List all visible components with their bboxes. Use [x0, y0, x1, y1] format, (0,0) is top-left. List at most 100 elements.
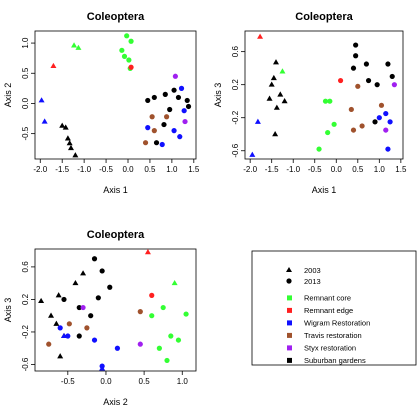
scatter-plot-axis1-axis2: Coleoptera Axis 1 Axis 2 -2.0 -1.5 -1.0 -0.… — [3, 11, 200, 195]
legend-label: 2003 — [304, 266, 321, 275]
triangle-marker-icon — [286, 267, 292, 272]
legend-label: Remnant edge — [304, 306, 353, 315]
data-point-2003 — [59, 122, 66, 128]
data-point-2003 — [80, 270, 87, 276]
x-axis-label: Axis 2 — [103, 397, 128, 407]
data-point-2013 — [137, 309, 143, 315]
data-point-2013 — [331, 121, 337, 127]
data-point-2003 — [279, 68, 286, 74]
data-point-2013 — [182, 118, 188, 125]
data-point-2003 — [249, 151, 256, 157]
data-point-2013 — [385, 146, 391, 152]
data-point-2013 — [66, 321, 72, 327]
y-tick-label: 0.2 — [231, 79, 240, 91]
legend-entry-2003: 2003 — [286, 266, 321, 275]
legend-entry-group: Suburban gardens — [287, 356, 366, 365]
data-point-2013 — [177, 134, 183, 140]
x-tick-label: 1.0 — [374, 165, 386, 174]
x-tick-label: 0.0 — [122, 165, 134, 174]
legend-entry-group: Styx restoration — [287, 344, 356, 353]
data-point-2013 — [151, 94, 157, 101]
data-point-2003 — [75, 44, 82, 50]
x-tick-label: -2.0 — [243, 165, 257, 174]
data-point-2013 — [91, 256, 98, 262]
x-tick-label: 1.5 — [395, 165, 407, 174]
x-axis-label: Axis 1 — [103, 185, 128, 195]
y-tick-label: 0.6 — [231, 46, 240, 58]
data-point-2013 — [164, 357, 170, 364]
square-swatch-icon — [287, 307, 292, 313]
data-point-2013 — [327, 98, 333, 104]
x-tick-label: -1.0 — [286, 165, 300, 174]
data-point-2013 — [181, 108, 187, 114]
legend-label: Styx restoration — [304, 344, 356, 353]
data-point-2013 — [350, 65, 357, 71]
y-axis-label: Axis 3 — [213, 83, 223, 108]
data-point-2013 — [175, 337, 182, 343]
data-point-2003 — [72, 279, 79, 286]
x-tick-label: 0.5 — [352, 165, 364, 174]
data-point-2013 — [316, 146, 322, 152]
x-tick-label: -0.5 — [61, 377, 75, 386]
y-axis-label: Axis 3 — [3, 298, 13, 323]
x-tick-label: 0.5 — [144, 165, 156, 174]
y-tick-label: 0.0 — [21, 97, 30, 109]
data-point-2013 — [353, 53, 359, 59]
y-tick-label: -0.6 — [21, 357, 30, 371]
data-point-2013 — [387, 119, 393, 125]
square-swatch-icon — [287, 332, 292, 338]
data-point-2013 — [383, 127, 389, 133]
y-tick-label: -0.5 — [21, 126, 30, 140]
data-point-2013 — [137, 341, 143, 347]
x-tick-label: 0.0 — [100, 377, 112, 386]
data-point-2013 — [128, 64, 134, 70]
x-tick-label: 0.0 — [331, 165, 343, 174]
data-point-2013 — [337, 77, 344, 84]
data-point-2003 — [277, 91, 284, 97]
data-point-2013 — [184, 97, 190, 104]
data-point-2003 — [66, 140, 73, 146]
data-point-2013 — [149, 114, 155, 120]
square-swatch-icon — [287, 320, 292, 326]
data-point-2003 — [144, 249, 151, 255]
data-point-2013 — [167, 106, 173, 113]
data-point-2013 — [99, 363, 105, 369]
legend-box — [251, 250, 417, 366]
square-swatch-icon — [287, 345, 292, 351]
data-point-2013 — [171, 87, 177, 93]
data-point-2013 — [383, 110, 389, 117]
data-point-2003 — [71, 42, 78, 48]
data-point-2013 — [350, 127, 357, 133]
data-point-2013 — [372, 119, 378, 125]
data-point-2013 — [185, 103, 192, 110]
legend-label: Wigram Restoration — [304, 319, 370, 328]
y-tick-label: 1.0 — [21, 37, 30, 49]
legend-entry-group: Remnant core — [287, 294, 351, 303]
data-point-2013 — [161, 121, 167, 128]
legend: 2003 2013 Remnant core Remnant edge Wigram… — [251, 250, 417, 366]
legend-entry-group: Travis restoration — [287, 331, 362, 340]
data-point-2003 — [41, 118, 48, 124]
data-point-2013 — [61, 296, 67, 303]
legend-entry-group: Remnant edge — [287, 306, 353, 315]
data-point-2003 — [48, 312, 55, 318]
x-tick-label: -1.5 — [55, 165, 69, 174]
data-point-2003 — [72, 152, 79, 158]
legend-entry-group: Wigram Restoration — [287, 319, 370, 328]
data-point-2013 — [88, 313, 94, 319]
data-point-2013 — [156, 345, 162, 351]
plot-title: Coleoptera — [87, 229, 145, 241]
scatter-plot-axis2-axis3: Coleoptera Axis 2 Axis 3 -0.5 0.0 0.5 1.0 -0… — [3, 229, 197, 407]
plot-frame — [34, 248, 197, 372]
y-tick-label: -0.2 — [231, 110, 240, 124]
data-point-2003 — [38, 297, 45, 304]
data-point-2013 — [76, 333, 82, 339]
legend-label: Suburban gardens — [304, 356, 366, 365]
data-point-2013 — [325, 129, 331, 136]
x-tick-label: -2.0 — [33, 165, 47, 174]
data-point-2003 — [55, 292, 62, 298]
y-tick-label: -0.2 — [21, 325, 30, 339]
data-point-2013 — [164, 114, 170, 120]
data-point-2013 — [359, 123, 365, 129]
y-tick-label: 0.2 — [21, 293, 30, 305]
